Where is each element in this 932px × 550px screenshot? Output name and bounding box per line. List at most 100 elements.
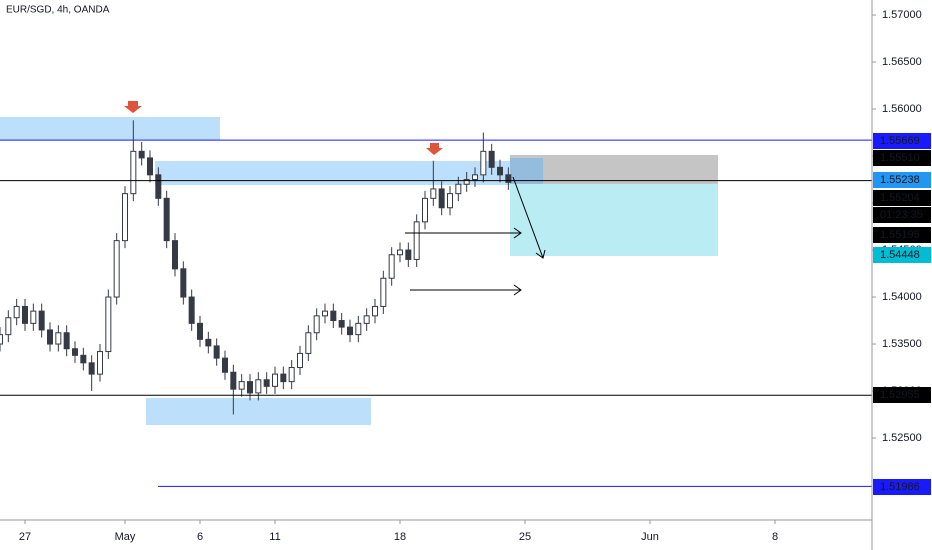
candle-body: [330, 310, 337, 322]
candle-body: [63, 332, 70, 350]
candle-body: [155, 174, 162, 199]
candle-body: [455, 183, 462, 195]
candle-body: [472, 174, 478, 181]
candle-body: [72, 348, 78, 356]
candle-body: [0, 334, 3, 345]
candle-body: [347, 326, 353, 336]
marker: [426, 143, 443, 155]
price-label: 1.55195: [880, 229, 920, 241]
price-label: 1.55238: [880, 174, 920, 186]
candle-body: [380, 277, 387, 307]
price-label: 1.51986: [880, 481, 920, 493]
candle-body: [88, 362, 95, 375]
target-box: [510, 184, 718, 256]
price-label: 1.55669: [880, 135, 920, 147]
plot: [0, 120, 872, 487]
y-tick-label: 1.57000: [882, 9, 922, 21]
price-label-bg: [873, 190, 931, 206]
x-tick-label: 8: [772, 531, 778, 543]
candle-body: [13, 305, 20, 319]
price-label-bg: [873, 227, 931, 243]
candle-body: [363, 315, 370, 324]
x-tick-label: 27: [19, 531, 31, 543]
candle-body: [247, 381, 253, 394]
chart-title: EUR/SGD, 4h, OANDA: [6, 5, 110, 16]
candle-body: [355, 322, 362, 336]
candle-body: [105, 296, 112, 353]
candle-body: [138, 150, 145, 159]
candle-body: [80, 354, 87, 364]
price-label-bg: [873, 172, 931, 188]
candle-body: [438, 188, 445, 209]
price-label-bg: [873, 479, 931, 495]
candle-body: [163, 197, 170, 242]
x-tick-label: May: [115, 531, 136, 543]
candle-body: [47, 329, 53, 345]
x-tick-label: 6: [197, 531, 203, 543]
price-label: 1.54448: [880, 249, 920, 261]
candle-body: [305, 332, 312, 354]
price-label-bg: [873, 150, 931, 166]
marker: [124, 101, 142, 113]
candle-body: [488, 150, 495, 168]
candle-body: [430, 188, 437, 199]
candle-body: [147, 157, 153, 176]
candle-body: [172, 240, 178, 270]
price-label-bg: [873, 133, 931, 149]
candle-body: [338, 320, 345, 328]
price-label: 1.52955: [880, 389, 920, 401]
arrow: [512, 176, 546, 259]
x-tick-label: Jun: [641, 531, 659, 543]
candle-body: [263, 379, 270, 387]
candle-body: [255, 379, 262, 394]
candle-body: [480, 150, 487, 176]
zone: [155, 161, 510, 185]
candle-body: [497, 166, 503, 176]
arrow: [405, 227, 522, 239]
x-tick-label: 18: [394, 531, 406, 543]
candle-body: [372, 305, 378, 317]
entry-box: [510, 158, 543, 184]
price-label: 1.55510: [880, 152, 920, 164]
candle-body: [180, 268, 187, 298]
candle-body: [313, 315, 320, 334]
candle-body: [55, 332, 62, 345]
candle-body: [38, 310, 45, 331]
candle-body: [272, 373, 278, 387]
candle-body: [188, 296, 195, 324]
candle-body: [230, 371, 237, 390]
price-label-bg: [873, 387, 931, 403]
candle-body: [222, 357, 228, 373]
zone: [146, 398, 371, 425]
annotations: [124, 101, 546, 296]
y-tick-label: 1.54000: [882, 291, 922, 303]
countdown-bg: [873, 207, 931, 223]
candle-body: [30, 310, 37, 324]
y-tick-label: 1.52500: [882, 432, 922, 444]
candle-body: [288, 367, 295, 383]
candle-body: [205, 338, 212, 347]
candle-body: [413, 221, 420, 260]
y-tick-label: 1.56500: [882, 56, 922, 68]
candle-body: [213, 345, 220, 359]
y-tick-label: 1.56000: [882, 103, 922, 115]
candle-body: [113, 240, 120, 298]
countdown: 01:23:35: [880, 209, 923, 221]
candle-body: [297, 352, 303, 369]
y-tick-label: 1.53500: [882, 338, 922, 350]
candle-body: [463, 179, 470, 185]
price-label: 1.55204: [880, 192, 920, 204]
zone: [0, 117, 220, 140]
x-tick-label: 25: [519, 531, 531, 543]
candle-body: [5, 317, 12, 336]
candle-body: [280, 373, 287, 383]
candle-body: [447, 193, 453, 209]
candle-body: [22, 305, 28, 324]
candle-body: [405, 249, 412, 260]
arrow: [410, 284, 522, 296]
candle-body: [130, 150, 137, 195]
stop-box: [510, 155, 718, 184]
candle-body: [505, 174, 512, 183]
